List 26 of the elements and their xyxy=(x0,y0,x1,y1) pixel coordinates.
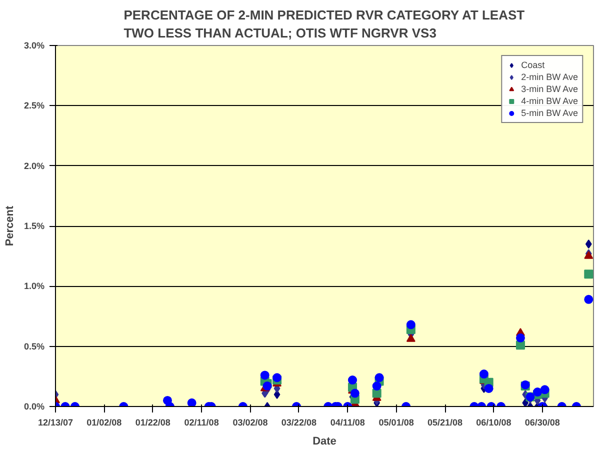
y-tick-label: 3.0% xyxy=(24,40,44,50)
x-tick-label: 12/13/07 xyxy=(38,418,74,428)
y-axis-title: Percent xyxy=(4,205,16,246)
x-axis-title: Date xyxy=(312,436,336,448)
y-tick-label: 1.0% xyxy=(24,281,44,292)
chart-title: PERCENTAGE OF 2-MIN PREDICTED RVR CATEGORY AT LEAST TWO LESS THAN ACTUAL; OTIS WTF NGRVR VS3 xyxy=(124,8,525,40)
legend-label: 5-min BW Ave xyxy=(521,108,578,118)
legend-label: Coast xyxy=(521,60,545,70)
legend-label: 2-min BW Ave xyxy=(521,72,578,82)
x-tick-label: 04/11/08 xyxy=(330,418,365,428)
x-tick-label: 01/22/08 xyxy=(135,418,170,428)
legend-label: 3-min BW Ave xyxy=(521,84,578,94)
x-tick-label: 06/10/08 xyxy=(476,418,512,428)
y-tick-label: 1.5% xyxy=(24,221,44,231)
x-tick-label: 03/02/08 xyxy=(232,418,268,428)
x-tick-label: 02/11/08 xyxy=(184,418,219,428)
x-tick-label: 06/30/08 xyxy=(524,418,560,428)
legend-label: 4-min BW Ave xyxy=(521,96,578,106)
x-tick-label: 05/21/08 xyxy=(427,418,463,428)
x-tick-label: 01/02/08 xyxy=(86,418,122,428)
y-tick-label: 2.0% xyxy=(24,160,44,171)
y-tick-label: 2.5% xyxy=(24,100,44,111)
y-tick-label: 0.5% xyxy=(24,341,44,352)
x-tick-label: 03/22/08 xyxy=(281,418,316,428)
x-tick-label: 05/01/08 xyxy=(378,418,414,428)
y-tick-label: 0.0% xyxy=(24,402,44,412)
